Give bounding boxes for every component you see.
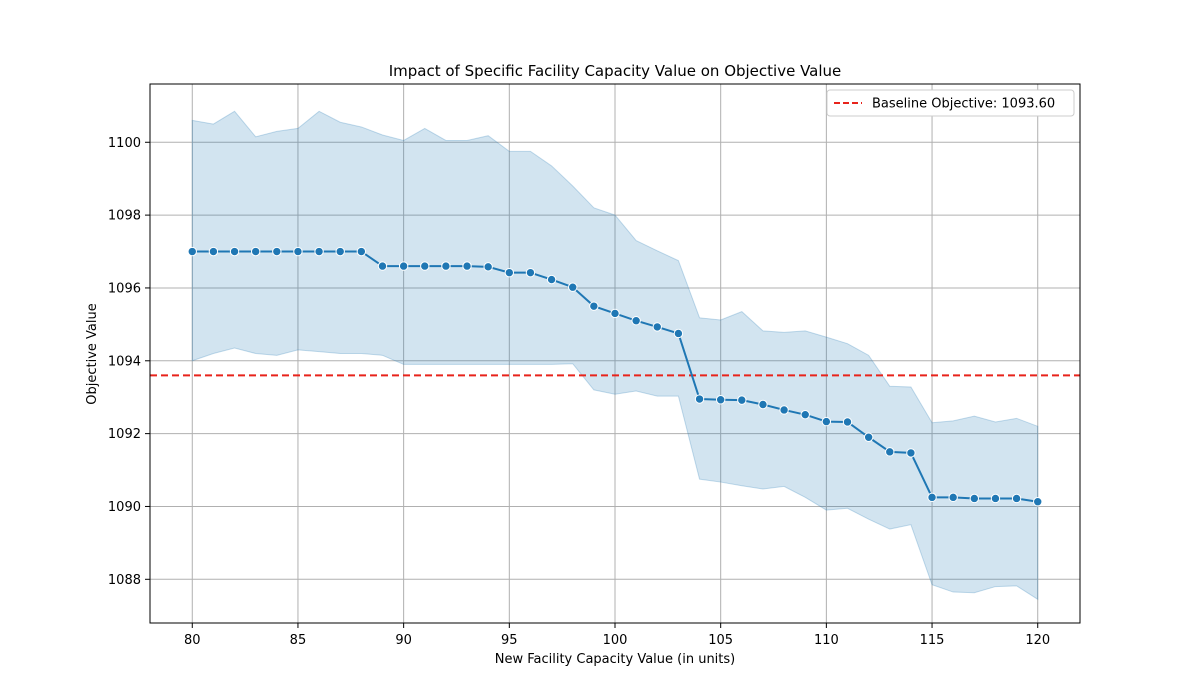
data-point bbox=[969, 493, 980, 504]
data-point bbox=[906, 448, 916, 458]
data-point bbox=[652, 322, 662, 332]
series-layer bbox=[187, 246, 1043, 507]
x-tick-label: 95 bbox=[501, 633, 518, 648]
y-axis-ticks: 1088 1090 1092 1094 1096 1098 1100 bbox=[108, 136, 150, 588]
data-point bbox=[208, 246, 219, 257]
x-tick-label: 90 bbox=[395, 633, 412, 648]
x-tick-label: 80 bbox=[184, 633, 201, 648]
data-point bbox=[568, 282, 578, 292]
data-point bbox=[314, 246, 324, 257]
x-tick-label: 85 bbox=[290, 633, 307, 648]
data-point bbox=[990, 493, 1001, 504]
x-axis-ticks: 80 85 90 95 100 105 110 115 120 bbox=[184, 623, 1050, 648]
data-point bbox=[420, 261, 430, 271]
grid bbox=[150, 84, 1080, 623]
x-tick-label: 100 bbox=[603, 633, 628, 648]
data-point bbox=[610, 308, 620, 319]
x-axis-label: New Facility Capacity Value (in units) bbox=[495, 652, 736, 667]
x-tick-label: 105 bbox=[708, 633, 733, 648]
data-point bbox=[483, 262, 493, 272]
confidence-band bbox=[191, 110, 1039, 601]
data-point bbox=[293, 246, 303, 257]
data-point bbox=[462, 261, 472, 271]
legend-box bbox=[826, 89, 1075, 117]
x-tick-label: 120 bbox=[1025, 633, 1050, 648]
y-tick-label: 1096 bbox=[108, 281, 141, 296]
data-point bbox=[885, 447, 895, 457]
data-point bbox=[504, 267, 515, 278]
y-tick-label: 1094 bbox=[108, 354, 141, 369]
y-tick-label: 1100 bbox=[108, 136, 141, 151]
data-point bbox=[356, 246, 367, 257]
data-point bbox=[546, 274, 557, 285]
data-point bbox=[377, 261, 388, 271]
data-point bbox=[398, 261, 409, 271]
data-point bbox=[187, 246, 197, 257]
data-point bbox=[821, 416, 832, 427]
legend: Baseline Objective: 1093.60 bbox=[826, 89, 1075, 117]
data-point bbox=[631, 316, 641, 326]
data-point bbox=[715, 395, 726, 405]
data-point bbox=[673, 328, 684, 339]
data-point bbox=[842, 417, 853, 427]
data-point bbox=[800, 409, 810, 420]
data-point bbox=[335, 246, 345, 257]
chart-title: Impact of Specific Facility Capacity Val… bbox=[389, 62, 842, 80]
y-axis-label: Objective Value bbox=[85, 303, 100, 404]
data-point bbox=[694, 394, 705, 404]
y-tick-label: 1098 bbox=[108, 209, 141, 224]
data-point bbox=[441, 261, 451, 271]
data-point bbox=[1033, 497, 1043, 507]
x-tick-label: 115 bbox=[920, 633, 945, 648]
data-point bbox=[948, 492, 958, 503]
data-point bbox=[525, 267, 536, 278]
confidence-band-layer bbox=[191, 110, 1039, 601]
data-point bbox=[927, 492, 937, 503]
data-point bbox=[863, 432, 874, 442]
x-tick-label: 110 bbox=[814, 633, 839, 648]
data-point bbox=[1011, 493, 1022, 504]
data-point bbox=[779, 405, 789, 415]
legend-baseline-label: Baseline Objective: 1093.60 bbox=[872, 97, 1055, 112]
y-tick-label: 1090 bbox=[108, 500, 141, 515]
y-tick-label: 1092 bbox=[108, 427, 141, 442]
data-point bbox=[737, 395, 747, 405]
data-point bbox=[272, 246, 282, 257]
data-point bbox=[229, 246, 240, 257]
data-point bbox=[758, 399, 768, 410]
data-point bbox=[250, 246, 261, 257]
data-point bbox=[589, 301, 599, 311]
y-tick-label: 1088 bbox=[108, 573, 141, 588]
